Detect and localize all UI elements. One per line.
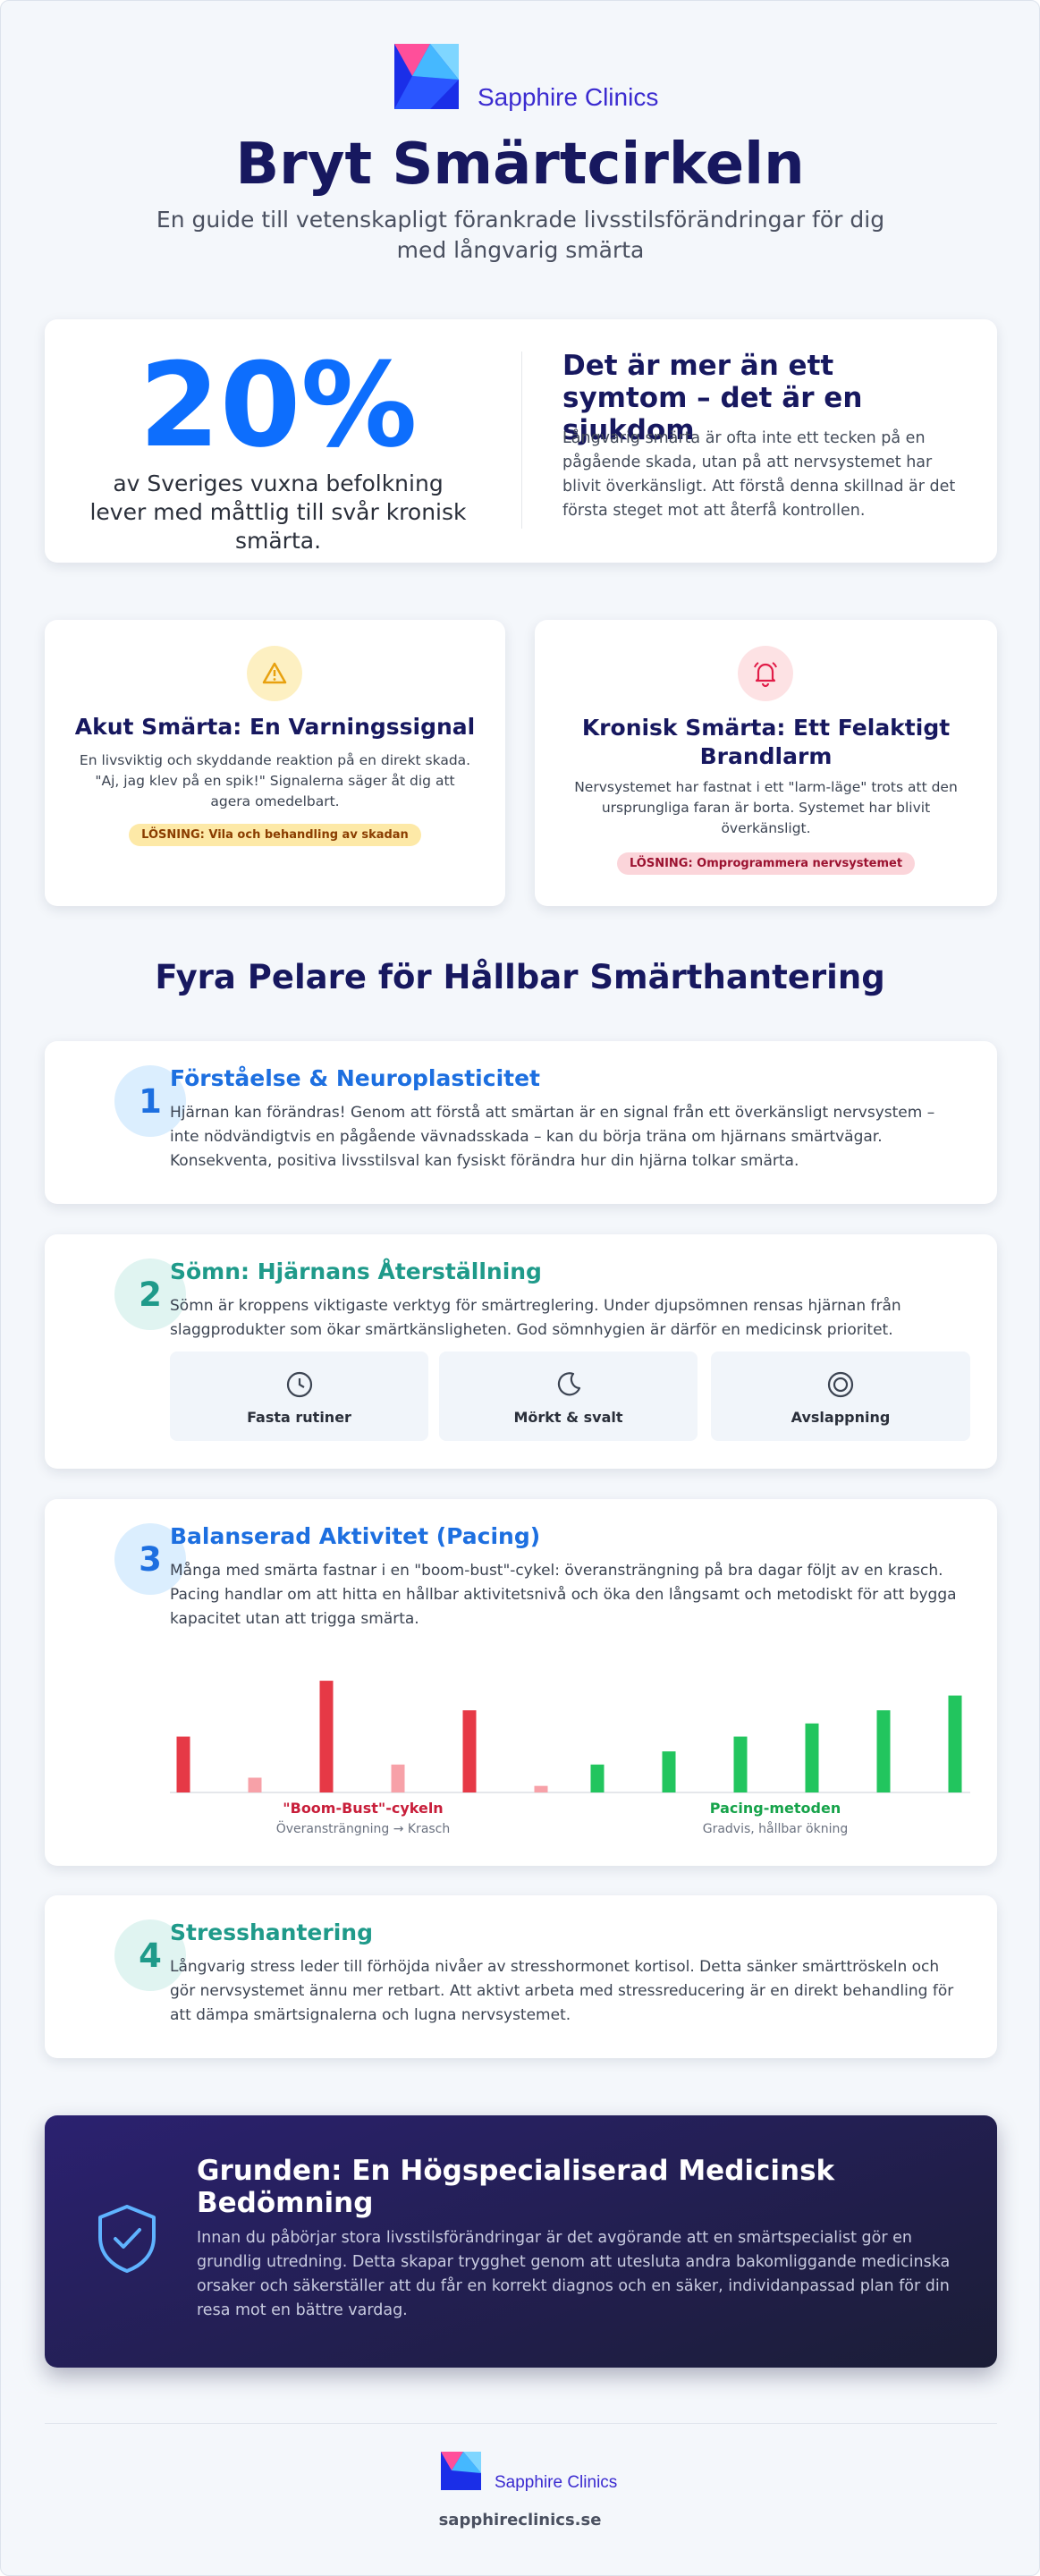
- divider: [521, 352, 522, 529]
- pillar-text: Långvarig stress leder till förhöjda niv…: [170, 1958, 954, 2024]
- solution-pill: LÖSNING: Omprogrammera nervsystemet: [616, 852, 916, 875]
- pacing-chart: "Boom-Bust"-cykeln Överansträngning → Kra…: [170, 1681, 970, 1836]
- bar: [391, 1764, 405, 1792]
- logo-icon: [394, 44, 459, 109]
- banner: Grunden: En Högspecialiserad Medicinsk B…: [45, 2115, 997, 2368]
- card-text: Nervsystemet har fastnat i ett "larm-läg…: [574, 779, 958, 836]
- pillar-number: 2: [114, 1258, 186, 1330]
- series-caption: Överansträngning → Krasch: [276, 1820, 451, 1836]
- pillar-text: Hjärnan kan förändras! Genom att förstå …: [170, 1104, 935, 1170]
- footer-brand: Sapphire Clinics: [495, 2473, 618, 2492]
- tile: Fasta rutiner: [170, 1352, 428, 1441]
- stat-heading: Det är mer än ett symtom – det är en sju…: [562, 350, 863, 446]
- series-label: Pacing-metoden: [710, 1800, 841, 1817]
- chronic-card: Kronisk Smärta: Ett Felaktigt Brandlarm …: [535, 620, 997, 906]
- pillar-title: Balanserad Aktivitet (Pacing): [170, 1523, 541, 1549]
- bar: [176, 1736, 190, 1792]
- pillar-number: 4: [114, 1919, 186, 1991]
- pillar-title: Stresshantering: [170, 1919, 373, 1945]
- pillar-number: 1: [114, 1065, 186, 1137]
- pillar: 2 Sömn: Hjärnans Återställning Sömn är k…: [45, 1234, 997, 1469]
- pillar-number: 3: [114, 1523, 186, 1595]
- bell-icon: [738, 646, 793, 701]
- tile-label: Fasta rutiner: [247, 1409, 351, 1426]
- bar: [462, 1710, 477, 1792]
- bar: [733, 1736, 748, 1792]
- footer-rule: [45, 2423, 997, 2424]
- acute-card: Akut Smärta: En Varningssignal En livsvi…: [45, 620, 505, 906]
- card-title: Akut Smärta: En Varningssignal: [74, 714, 476, 740]
- bar: [876, 1710, 891, 1792]
- stat-card: 20% av Sveriges vuxna befolkning lever m…: [45, 319, 997, 563]
- solution-pill: LÖSNING: Vila och behandling av skadan: [129, 824, 421, 846]
- section-title: Fyra Pelare för Hållbar Smärthantering: [155, 958, 885, 996]
- tile: Mörkt & svalt: [439, 1352, 698, 1441]
- card-text: En livsviktig och skyddande reaktion på …: [79, 752, 471, 809]
- bar: [590, 1764, 605, 1792]
- pillar-title: Förståelse & Neuroplasticitet: [170, 1065, 541, 1091]
- tile: Avslappning: [711, 1352, 970, 1441]
- pillar-text: Sömn är kroppens viktigaste verktyg för …: [170, 1297, 901, 1339]
- tile-label: Mörkt & svalt: [513, 1409, 623, 1426]
- banner-text: Innan du påbörjar stora livsstilsförändr…: [197, 2229, 951, 2319]
- footer-logo: [441, 2452, 481, 2490]
- shield-icon: [98, 2205, 156, 2273]
- bar: [534, 1785, 548, 1792]
- bar: [948, 1695, 962, 1792]
- series-caption: Gradvis, hållbar ökning: [703, 1821, 849, 1836]
- subtitle: En guide till vetenskapligt förankrade l…: [156, 207, 885, 263]
- stat-text: Långvarig smärta är ofta inte ett tecken…: [562, 429, 956, 520]
- bar: [319, 1681, 334, 1792]
- bar: [248, 1777, 262, 1792]
- pillar: 4 Stresshantering Långvarig stress leder…: [45, 1895, 997, 2058]
- stat-value: 20%: [139, 337, 418, 473]
- pillar: 1 Förståelse & Neuroplasticitet Hjärnan …: [45, 1041, 997, 1204]
- banner-title: Grunden: En Högspecialiserad Medicinsk B…: [197, 2155, 835, 2219]
- title: Bryt Smärtcirkeln: [235, 131, 805, 198]
- warning-icon: [247, 646, 302, 701]
- series-label: "Boom-Bust"-cykeln: [283, 1800, 443, 1817]
- card-title: Kronisk Smärta: Ett Felaktigt Brandlarm: [581, 715, 951, 769]
- footer-url: sapphireclinics.se: [438, 2511, 602, 2529]
- brand: Sapphire Clinics: [478, 83, 659, 111]
- stat-caption: av Sveriges vuxna befolkning lever med m…: [89, 470, 467, 554]
- pillar: 3 Balanserad Aktivitet (Pacing) Många me…: [45, 1499, 997, 1866]
- tile-label: Avslappning: [791, 1409, 891, 1426]
- bar: [805, 1723, 819, 1792]
- pillar-text: Många med smärta fastnar i en "boom-bust…: [170, 1562, 957, 1628]
- pillar-title: Sömn: Hjärnans Återställning: [170, 1258, 542, 1284]
- bar: [662, 1751, 676, 1792]
